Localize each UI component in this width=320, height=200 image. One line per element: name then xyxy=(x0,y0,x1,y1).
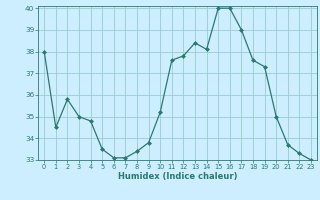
X-axis label: Humidex (Indice chaleur): Humidex (Indice chaleur) xyxy=(118,172,237,181)
